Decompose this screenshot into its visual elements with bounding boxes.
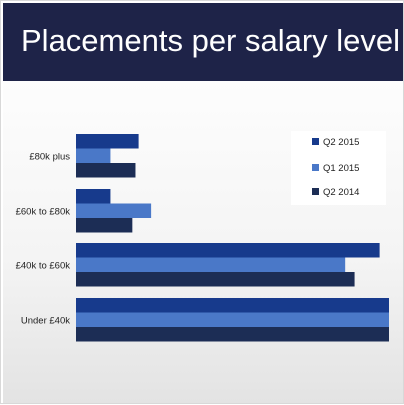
category-label: £80k plus <box>29 151 70 162</box>
legend-label: Q2 2014 <box>323 187 359 198</box>
bar <box>76 189 111 204</box>
category-label: £40k to £60k <box>16 260 71 271</box>
legend-swatch <box>312 138 319 145</box>
legend-box <box>291 131 386 205</box>
legend-swatch <box>312 164 319 171</box>
bar <box>76 243 380 258</box>
legend-swatch <box>312 188 319 195</box>
bar <box>76 312 389 327</box>
page-title: Placements per salary level <box>21 23 401 58</box>
bar <box>76 272 355 287</box>
bar <box>76 298 389 313</box>
legend-label: Q1 2015 <box>323 163 359 174</box>
category-label: £60k to £80k <box>16 206 71 217</box>
category-label: Under £40k <box>21 315 70 326</box>
bar <box>76 148 111 163</box>
bar <box>76 257 346 272</box>
legend-label: Q2 2015 <box>323 137 359 148</box>
title-banner: Placements per salary level <box>3 3 403 81</box>
bar <box>76 327 389 342</box>
bar <box>76 134 139 149</box>
bar <box>76 218 133 233</box>
bar <box>76 203 152 218</box>
bar <box>76 163 136 178</box>
